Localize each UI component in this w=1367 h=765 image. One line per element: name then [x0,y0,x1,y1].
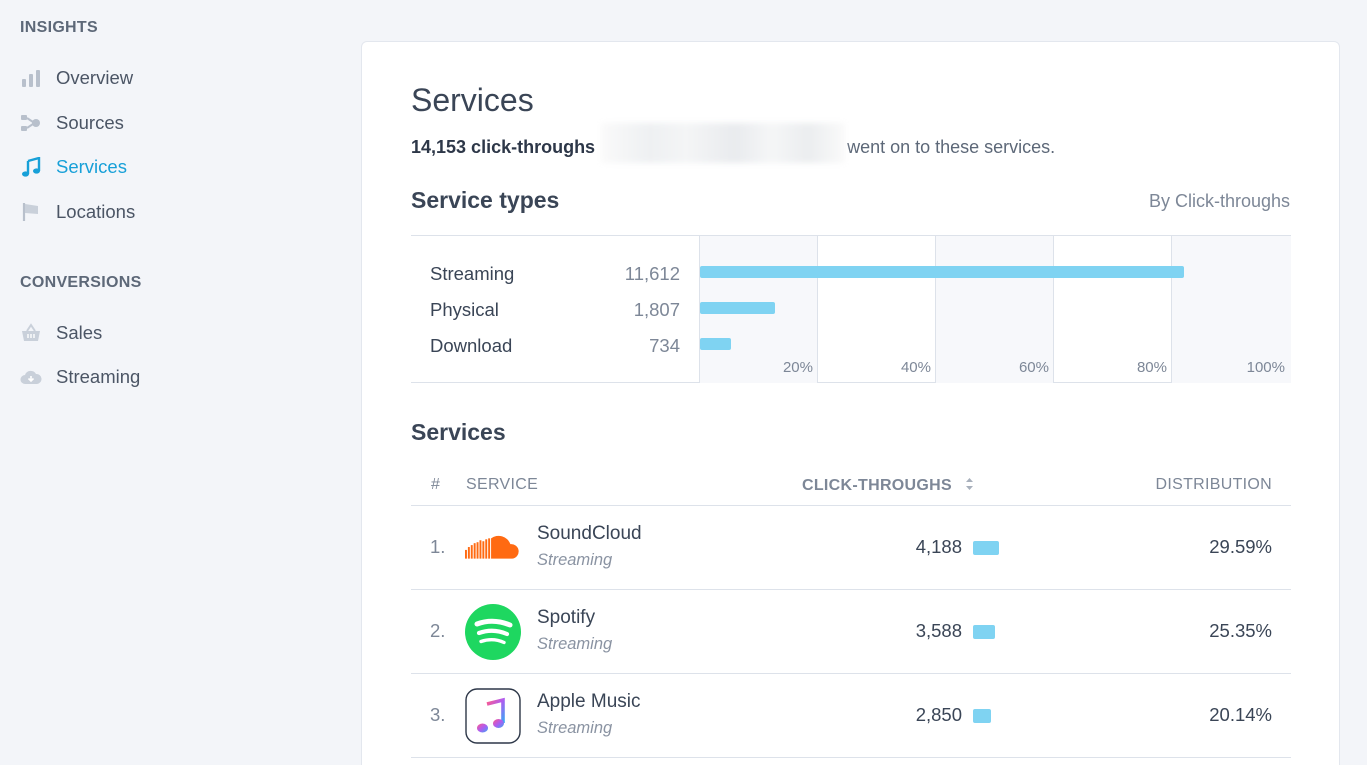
share-nodes-icon [20,112,42,134]
table-row[interactable]: 1. SoundCloud Streaming 4,188 29.59% [411,506,1291,590]
row-rank: 1. [430,536,446,557]
type-bar-physical [700,302,775,314]
row-distribution: 25.35% [1209,620,1272,641]
service-type-value: 1,807 [633,299,680,320]
sidebar-item-label: Streaming [56,366,141,387]
row-distribution: 29.59% [1209,536,1272,557]
sidebar-item-sources[interactable]: Sources [20,108,124,138]
summary-suffix: went on to these services. [847,136,1056,157]
row-click-throughs: 2,850 [915,704,962,725]
flag-icon [20,201,42,223]
service-type-name: Download [430,335,513,356]
row-click-throughs: 4,188 [915,536,962,557]
click-throughs-header-label: CLICK-THROUGHS [802,477,952,494]
spotify-logo-icon [465,604,521,660]
conversions-section-title: CONVERSIONS [20,274,142,291]
row-rank: 2. [430,620,446,641]
summary-text: 14,153 click-throughs went on to these se… [411,123,1056,163]
distribution-mini-bar [973,625,995,639]
row-distribution: 20.14% [1209,704,1272,725]
tick-label: 20% [782,359,813,376]
summary-count: 14,153 click-throughs [411,136,596,157]
tick-label: 100% [1246,359,1285,376]
page-title: Services [411,82,534,118]
rank-header: # [431,476,441,493]
type-bar-download [700,338,731,350]
insights-section-title: INSIGHTS [20,19,98,36]
service-type-value: 11,612 [624,263,680,284]
music-note-icon [20,156,42,178]
service-type: Streaming [537,635,613,653]
service-type-row: Download 734 [430,333,680,359]
service-name: Apple Music [537,691,641,712]
sidebar-item-label: Locations [56,201,136,222]
service-type-name: Physical [430,299,499,320]
service-type-row: Physical 1,807 [430,297,680,323]
service-types-plot: 20% 40% 60% 80% 100% [699,236,1291,383]
service-name: SoundCloud [537,523,642,544]
distribution-mini-bar [973,709,991,723]
apple-music-logo-icon [465,688,521,744]
service-type-value: 734 [649,335,680,356]
blurred-region [601,123,846,163]
cloud-icon [20,366,42,388]
service-type: Streaming [537,719,613,737]
services-card: Services 14,153 click-throughs went on to… [361,41,1340,765]
row-rank: 3. [430,704,446,725]
service-header: SERVICE [466,476,539,493]
service-type-name: Streaming [430,263,515,284]
services-table-title: Services [411,419,506,445]
distribution-mini-bar [973,541,999,555]
sidebar-item-locations[interactable]: Locations [20,197,135,227]
click-throughs-header[interactable]: CLICK-THROUGHS [802,476,974,495]
sidebar-item-overview[interactable]: Overview [20,63,133,93]
sidebar-item-sales[interactable]: Sales [20,318,102,348]
service-types-chart: Streaming 11,612 Physical 1,807 Download… [411,235,1291,383]
gridline [935,236,936,383]
tick-label: 60% [1018,359,1049,376]
gridline [1053,236,1054,383]
tick-label: 80% [1136,359,1167,376]
table-header: # SERVICE CLICK-THROUGHS DISTRIBUTION [411,468,1291,506]
sidebar-item-label: Sources [56,112,124,133]
sort-icon [965,478,973,490]
service-name: Spotify [537,607,596,628]
basket-icon [20,322,42,344]
sort-by-label[interactable]: By Click-throughs [1148,191,1290,211]
gridline [1171,236,1172,383]
grid-band [1172,236,1291,383]
grid-band [936,236,1054,383]
table-row[interactable]: 2. Spotify Streaming 3,588 25.35% [411,590,1291,674]
services-table: # SERVICE CLICK-THROUGHS DISTRIBUTION 1. [411,468,1291,758]
gridline [817,236,818,383]
tick-label: 40% [900,359,931,376]
type-bar-streaming [700,266,1184,278]
row-click-throughs: 3,588 [915,620,962,641]
service-types-title: Service types [411,187,560,213]
sidebar-item-label: Services [56,156,127,177]
service-type: Streaming [537,551,613,569]
sidebar: INSIGHTS Overview Sources Services Locat… [0,0,340,765]
sidebar-item-streaming[interactable]: Streaming [20,362,140,392]
soundcloud-logo-icon [465,520,521,576]
distribution-header: DISTRIBUTION [1155,476,1272,493]
sidebar-item-services[interactable]: Services [20,152,127,182]
sidebar-item-label: Overview [56,67,134,88]
table-row[interactable]: 3. Apple Music [411,674,1291,758]
bar-chart-icon [20,67,42,89]
sidebar-item-label: Sales [56,322,103,343]
service-type-row: Streaming 11,612 [430,261,680,287]
